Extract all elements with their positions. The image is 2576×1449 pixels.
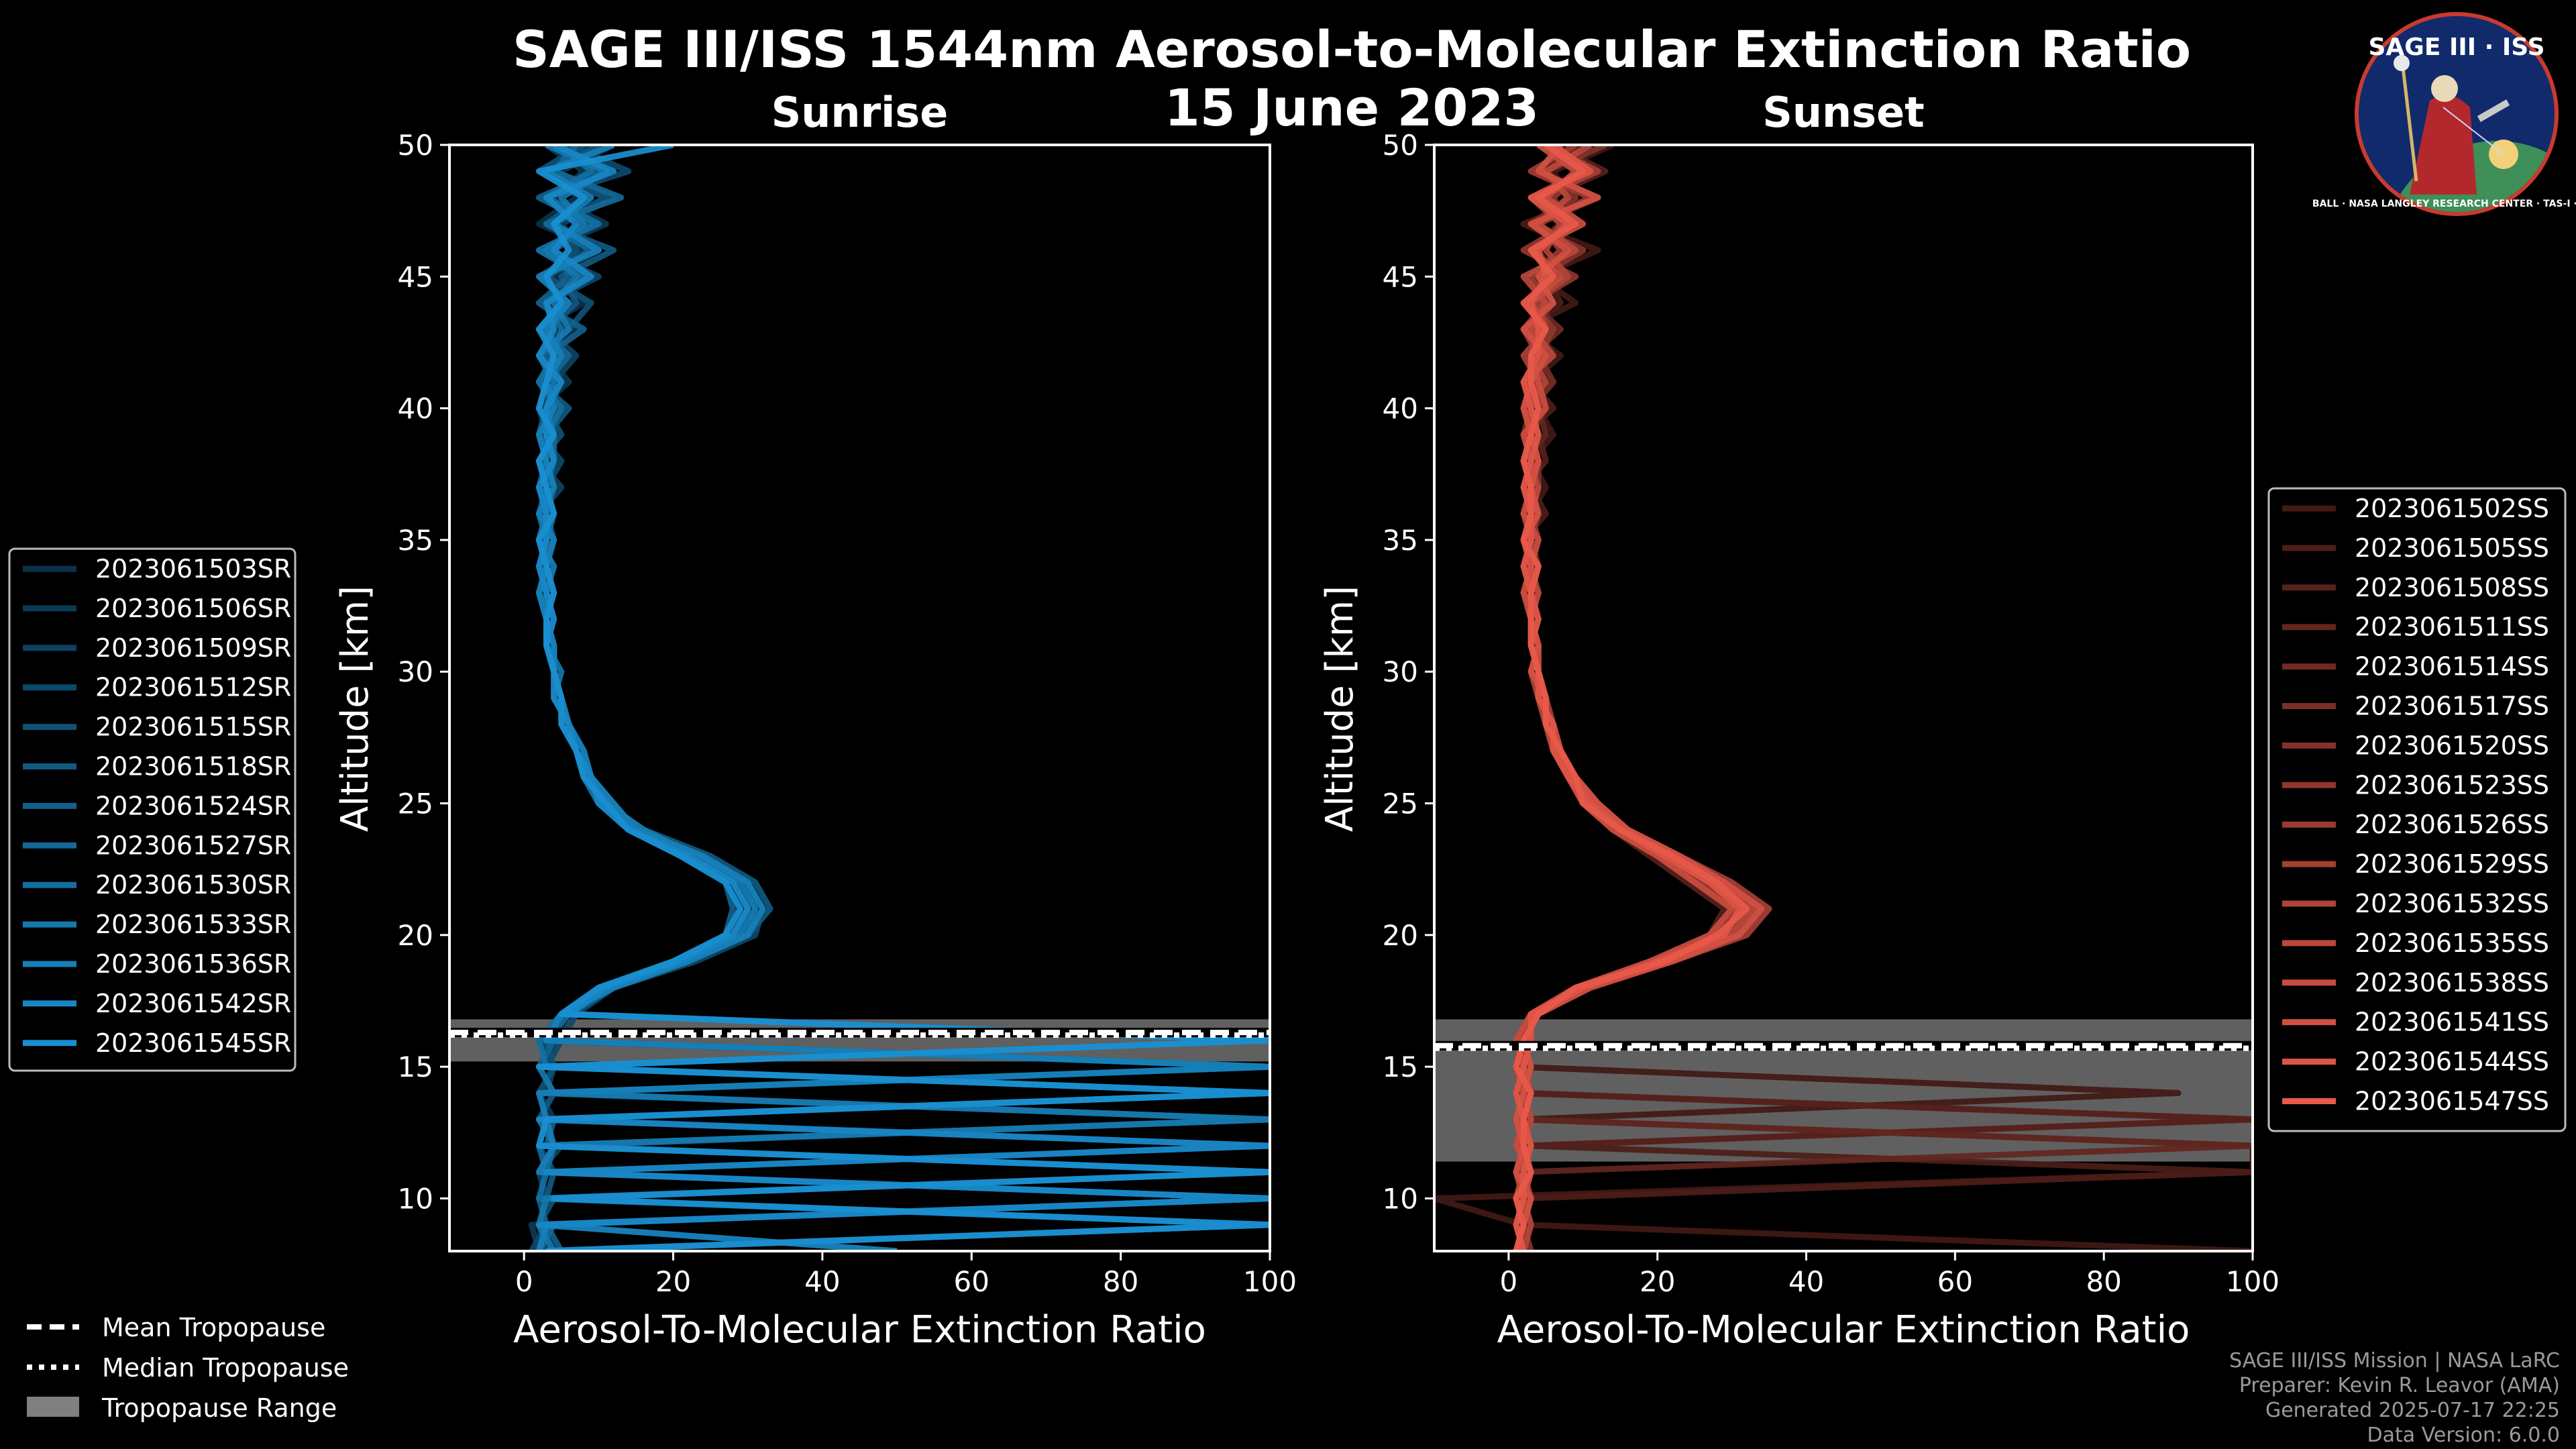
- credit-generated: Generated 2025-07-17 22:25: [2265, 1399, 2560, 1422]
- sunrise-legend-label: 2023061533SR: [95, 910, 291, 939]
- sunset-legend-box: [2267, 487, 2567, 1132]
- sunset-legend-label: 2023061508SS: [2355, 573, 2549, 602]
- sunrise-legend-box: [8, 547, 297, 1072]
- tropopause-legend: Mean Tropopause Median Tropopause Tropop…: [27, 1313, 349, 1423]
- sunrise-xaxis-label: Aerosol-To-Molecular Extinction Ratio: [513, 1308, 1206, 1352]
- sunrise-series-2023061545SR: [535, 145, 1270, 1251]
- sunset-legend-label: 2023061544SS: [2355, 1047, 2549, 1077]
- figure-date: 15 June 2023: [1165, 78, 1539, 138]
- sunset-xtick-label: 40: [1788, 1265, 1824, 1298]
- sunset-ytick-label: 45: [1383, 260, 1418, 293]
- sunset-plot-area: [1434, 145, 2253, 1251]
- logo-text: SAGE III · ISS: [2368, 34, 2544, 61]
- sunset-legend-label: 2023061505SS: [2355, 533, 2549, 563]
- sunset-axes-frame: [1433, 144, 2254, 1252]
- sunrise-yaxis-label: Altitude [km]: [333, 586, 377, 832]
- sunrise-plot-area: [449, 145, 1270, 1251]
- sunset-panel: Sunset 0 20 40 60 80 100 10 15 20 25 30 35 40 45 50 Aero…: [1318, 88, 2279, 1352]
- sunrise-panel: Sunrise 0 20 40 60 80 100 10 15 20 25 30 35 40 45 50 Aer…: [333, 88, 1297, 1352]
- sunset-series-2023061544SS: [1513, 145, 1743, 1251]
- sunset-legend-label: 2023061517SS: [2355, 692, 2549, 721]
- sunrise-xtick-label: 20: [655, 1265, 691, 1298]
- sunrise-legend-label: 2023061518SR: [95, 752, 291, 782]
- sunrise-legend-label: 2023061524SR: [95, 791, 291, 820]
- sunset-legend-label: 2023061514SS: [2355, 652, 2549, 682]
- sunset-ytick-label: 15: [1383, 1051, 1418, 1083]
- tropopause-range-label: Tropopause Range: [101, 1393, 337, 1423]
- sunrise-legend-label: 2023061503SR: [95, 554, 291, 584]
- sunrise-legend-label: 2023061512SR: [95, 673, 291, 702]
- sunrise-legend-label: 2023061536SR: [95, 949, 291, 979]
- sunrise-legend-label: 2023061515SR: [95, 712, 291, 742]
- sunset-series-2023061547SS: [1513, 145, 1750, 1251]
- sunset-ytick-label: 25: [1383, 788, 1418, 820]
- sunset-xtick-label: 20: [1640, 1265, 1675, 1298]
- sunset-ytick-label: 10: [1383, 1182, 1418, 1215]
- sunrise-legend-label: 2023061542SR: [95, 989, 291, 1018]
- sunset-legend: 2023061502SS 2023061505SS 2023061508SS 2023…: [2267, 487, 2567, 1132]
- median-tropopause-label: Median Tropopause: [102, 1353, 349, 1383]
- sunset-yaxis-label: Altitude [km]: [1318, 586, 1362, 832]
- logo-ring-text: BALL · NASA LANGLEY RESEARCH CENTER · TA…: [2312, 199, 2576, 209]
- sunset-legend-label: 2023061529SS: [2355, 849, 2549, 879]
- sunrise-legend-label: 2023061506SR: [95, 594, 291, 623]
- sunset-legend-label: 2023061538SS: [2355, 968, 2549, 998]
- sunrise-legend-label: 2023061509SR: [95, 633, 291, 663]
- sunset-xtick-label: 80: [2086, 1265, 2121, 1298]
- sunset-legend-label: 2023061502SS: [2355, 494, 2549, 523]
- sunrise-ytick-label: 15: [398, 1051, 433, 1083]
- credit-mission: SAGE III/ISS Mission | NASA LaRC: [2229, 1349, 2560, 1373]
- sunset-legend-label: 2023061532SS: [2355, 889, 2549, 918]
- sunrise-axes-frame: [448, 144, 1271, 1252]
- sunset-xaxis-label: Aerosol-To-Molecular Extinction Ratio: [1497, 1308, 2190, 1352]
- sunset-legend-label: 2023061520SS: [2355, 731, 2549, 760]
- sunrise-ytick-label: 45: [398, 260, 433, 293]
- sunset-legend-label: 2023061535SS: [2355, 928, 2549, 958]
- sunrise-legend-label: 2023061527SR: [95, 830, 291, 860]
- sunrise-ytick-label: 30: [398, 655, 433, 688]
- credit-version: Data Version: 6.0.0: [2367, 1424, 2560, 1447]
- sunset-legend-label: 2023061511SS: [2355, 612, 2549, 642]
- sunset-legend-label: 2023061523SS: [2355, 770, 2549, 800]
- sunrise-ytick-label: 10: [398, 1182, 433, 1215]
- sunset-ytick-label: 40: [1383, 392, 1418, 425]
- sunset-legend-label: 2023061526SS: [2355, 810, 2549, 839]
- sunset-xtick-label: 100: [2226, 1265, 2279, 1298]
- sunrise-legend-label: 2023061530SR: [95, 870, 291, 900]
- figure-title: SAGE III/ISS 1544nm Aerosol-to-Molecular…: [513, 19, 2191, 79]
- sunset-legend-label: 2023061541SS: [2355, 1008, 2549, 1037]
- sunset-ytick-label: 50: [1383, 129, 1418, 162]
- sunset-xtick-label: 60: [1937, 1265, 1973, 1298]
- sunrise-panel-title: Sunrise: [771, 88, 949, 137]
- sunset-ytick-label: 35: [1383, 524, 1418, 557]
- sunrise-ytick-label: 40: [398, 392, 433, 425]
- sunset-ytick-label: 30: [1383, 655, 1418, 688]
- sunset-panel-title: Sunset: [1762, 88, 1925, 137]
- sunrise-xtick-label: 0: [515, 1265, 533, 1298]
- sunrise-ytick-label: 25: [398, 788, 433, 820]
- sunrise-ytick-label: 35: [398, 524, 433, 557]
- sunrise-legend-label: 2023061545SR: [95, 1028, 291, 1058]
- sunrise-xtick-label: 60: [954, 1265, 989, 1298]
- credit-preparer: Preparer: Kevin R. Leavor (AMA): [2239, 1374, 2560, 1397]
- sunrise-xtick-label: 100: [1243, 1265, 1297, 1298]
- sunrise-ytick-label: 20: [398, 919, 433, 952]
- tropopause-range-swatch: [27, 1397, 79, 1417]
- mean-tropopause-label: Mean Tropopause: [102, 1313, 325, 1342]
- sunset-legend-label: 2023061547SS: [2355, 1087, 2549, 1116]
- sunset-xtick-label: 0: [1500, 1265, 1518, 1298]
- credits: SAGE III/ISS Mission | NASA LaRC Prepare…: [2229, 1349, 2560, 1447]
- sunrise-ytick-label: 50: [398, 129, 433, 162]
- sunrise-legend: 2023061503SR 2023061506SR 2023061509SR 2023…: [8, 547, 297, 1072]
- sunset-ytick-label: 20: [1383, 919, 1418, 952]
- sunrise-xtick-label: 80: [1103, 1265, 1138, 1298]
- sunrise-xtick-label: 40: [804, 1265, 840, 1298]
